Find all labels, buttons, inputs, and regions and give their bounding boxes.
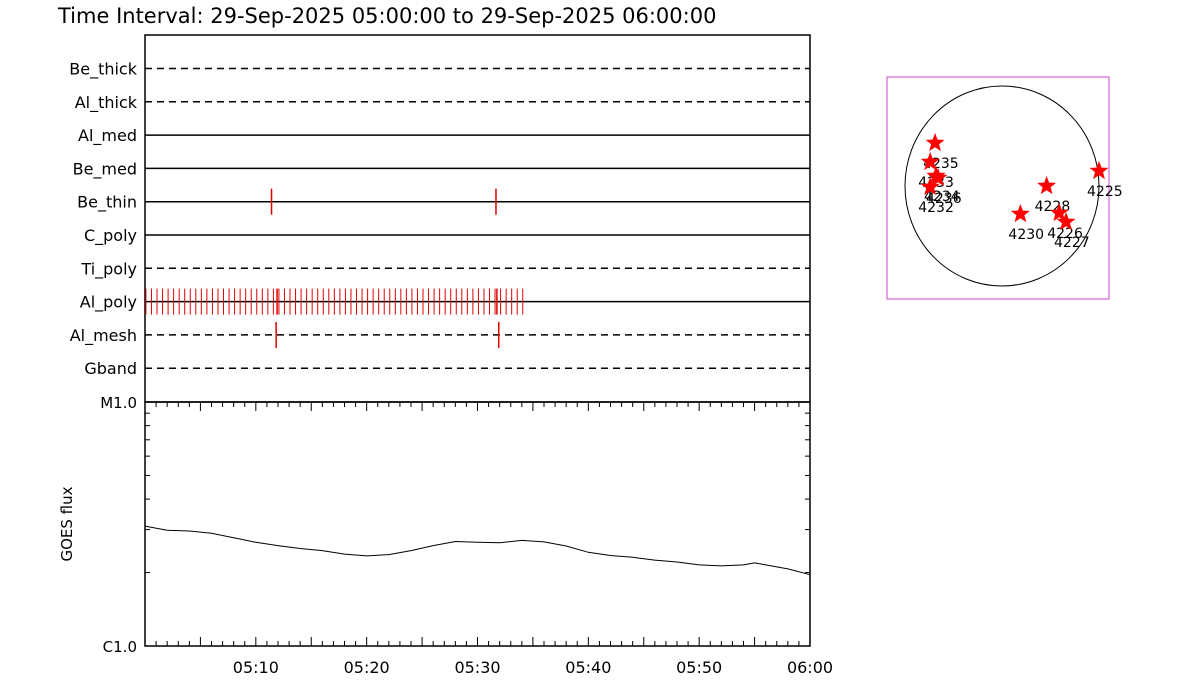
region-label: 4226 — [1047, 226, 1083, 242]
channel-label: Al_mesh — [70, 326, 137, 346]
region-star — [1089, 161, 1109, 180]
channel-label: Be_thick — [69, 60, 137, 80]
region-star — [925, 133, 945, 152]
goes-flux-panel: M1.0 C1.0 05:10 05:20 05:30 05:40 05:50 06:00 GO… — [58, 394, 833, 677]
y-tick-label: M1.0 — [100, 394, 137, 412]
region-star — [1037, 176, 1057, 195]
solar-disk-map: 4235423342344236423242284225423042264227 — [886, 76, 1123, 300]
timeline-frame — [144, 34, 811, 403]
goes-frame — [144, 401, 811, 647]
region-label: 4232 — [918, 200, 954, 216]
x-tick-label: 05:50 — [676, 658, 722, 677]
channel-label: Be_thin — [77, 193, 137, 213]
region-label: 4227 — [1054, 235, 1090, 251]
map-frame — [886, 76, 1110, 300]
channel-label: Ti_poly — [80, 259, 137, 279]
channel-label: Al_med — [78, 126, 137, 146]
region-star — [920, 177, 940, 196]
x-tick-label: 05:10 — [233, 658, 279, 677]
region-star — [1056, 212, 1076, 231]
channel-label: Al_thick — [75, 93, 138, 113]
channel-label: C_poly — [84, 226, 137, 246]
region-label: 4236 — [926, 191, 962, 207]
region-label: 4230 — [1008, 227, 1044, 243]
goes-flux-line — [144, 525, 811, 576]
solar-limb — [904, 85, 1100, 287]
channel-label: Be_med — [73, 159, 137, 179]
region-star — [928, 168, 948, 187]
chart-title: Time Interval: 29-Sep-2025 05:00:00 to 2… — [57, 4, 716, 28]
region-star — [920, 152, 940, 171]
region-star — [1049, 203, 1069, 222]
y-tick-label: C1.0 — [103, 638, 137, 656]
region-label: 4225 — [1087, 184, 1123, 200]
channel-label: Gband — [84, 359, 137, 378]
event-timeline-panel: Be_thick Al_thick Al_med Be_med Be_thin C_pol… — [69, 34, 811, 403]
region-star — [1010, 204, 1030, 223]
y-axis-label: GOES flux — [58, 486, 76, 561]
channel-label: Al_poly — [80, 293, 137, 313]
x-tick-label: 05:40 — [565, 658, 611, 677]
x-tick-label: 05:30 — [454, 658, 500, 677]
x-tick-label: 06:00 — [787, 658, 833, 677]
x-tick-label: 05:20 — [344, 658, 390, 677]
